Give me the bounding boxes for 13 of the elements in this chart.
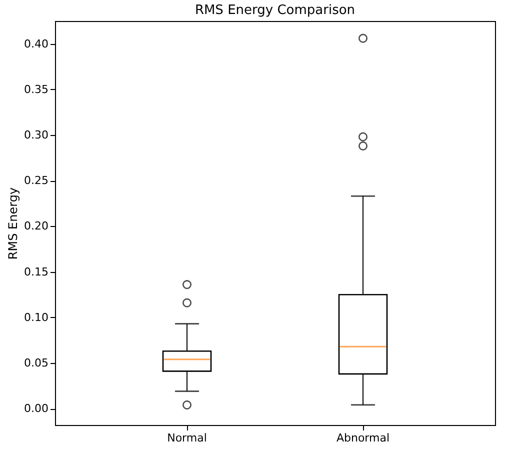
y-tick-label: 0.25 bbox=[24, 174, 48, 188]
x-tick-label: Normal bbox=[167, 432, 207, 444]
y-axis-title: RMS Energy bbox=[6, 187, 20, 260]
y-tick-label: 0.00 bbox=[24, 402, 48, 416]
y-tick-label: 0.20 bbox=[24, 220, 48, 233]
y-tick-label: 0.30 bbox=[24, 128, 48, 142]
y-tick-label: 0.15 bbox=[24, 265, 48, 278]
y-tick-label: 0.35 bbox=[24, 82, 48, 96]
y-tick-label: 0.10 bbox=[24, 310, 48, 324]
x-tick-label: Abnormal bbox=[336, 432, 390, 444]
y-tick-label: 0.05 bbox=[24, 356, 48, 370]
y-tick-label: 0.40 bbox=[24, 37, 48, 50]
chart-title: RMS Energy Comparison bbox=[194, 3, 356, 18]
